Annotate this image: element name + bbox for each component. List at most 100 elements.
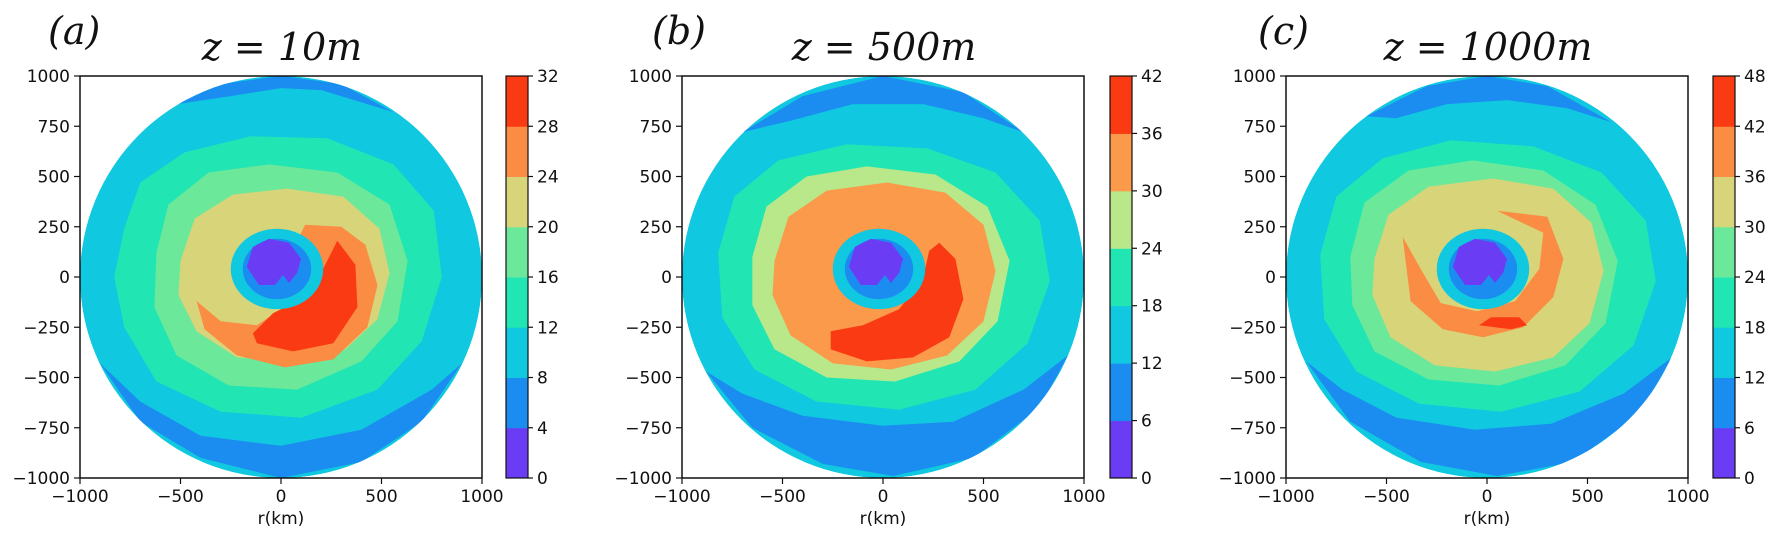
colorbar-tick-label: 32 <box>537 67 559 87</box>
contour-field <box>682 76 1084 478</box>
y-tick-label: 500 <box>38 168 70 188</box>
colorbar-tick-label: 48 <box>1744 67 1766 87</box>
contour-band-1 <box>742 76 1024 133</box>
panel-label: (b) <box>652 9 706 53</box>
colorbar-tick-label: 0 <box>1141 469 1152 489</box>
panel-a: −1000 −500 0 500 1000 1000 750 500 250 0 −250 −500 −… <box>12 9 558 529</box>
colorbar-tick-label: 24 <box>1141 239 1163 259</box>
colorbar-frame <box>1109 75 1133 479</box>
colorbar-tick-label: 24 <box>537 168 559 188</box>
y-tick-label: −500 <box>23 369 70 389</box>
contour-band-7 <box>1479 317 1528 330</box>
colorbar-tick-label: 28 <box>537 117 559 137</box>
colorbar-tick-label: 12 <box>537 318 559 338</box>
colorbar-tick-label: 16 <box>537 268 559 288</box>
y-tick-label: −1000 <box>12 469 70 489</box>
contour-band-10 <box>1452 238 1508 285</box>
y-tick-label: 1000 <box>1233 67 1276 87</box>
colorbar-segment <box>506 76 528 127</box>
x-tick-label: 500 <box>365 487 397 507</box>
colorbar-tick-label: 8 <box>537 369 548 389</box>
y-tick-label: −750 <box>1229 419 1276 439</box>
colorbar-segment <box>1110 190 1132 249</box>
x-tick-label: −500 <box>157 487 204 507</box>
colorbar-tick-label: 36 <box>1141 124 1163 144</box>
panel-label: (c) <box>1258 9 1309 53</box>
contour-field <box>1286 76 1688 478</box>
colorbar-tick-label: 18 <box>1141 297 1163 317</box>
x-tick-label: 500 <box>967 487 999 507</box>
y-tick-label: −250 <box>625 318 672 338</box>
colorbar-segment <box>506 327 528 378</box>
colorbar-tick-label: 24 <box>1744 268 1766 288</box>
x-tick-label: 0 <box>276 487 287 507</box>
x-tick-label: 1000 <box>1666 487 1709 507</box>
colorbar-segment <box>1713 277 1735 328</box>
contour-band-2 <box>1306 357 1672 476</box>
y-tick-label: 250 <box>38 218 70 238</box>
colorbar-tick-label: 6 <box>1141 412 1152 432</box>
y-tick-label: 250 <box>1244 218 1276 238</box>
y-tick-label: 500 <box>1244 168 1276 188</box>
contour-band-9 <box>848 238 904 285</box>
contour-band-1 <box>176 76 394 113</box>
y-tick-label: 0 <box>661 268 672 288</box>
colorbar-segment <box>1713 427 1735 479</box>
y-tick-label: −1000 <box>614 469 672 489</box>
panel-title: z = 10m <box>201 25 362 69</box>
colorbar-segment <box>506 226 528 278</box>
contour-band-10 <box>246 238 302 285</box>
colorbar-segment <box>1110 248 1132 307</box>
colorbar-tick-label: 6 <box>1744 419 1755 439</box>
y-tick-label: −250 <box>23 318 70 338</box>
colorbar-segment <box>506 377 528 429</box>
panel-label: (a) <box>48 9 100 53</box>
x-tick-label: 0 <box>1482 487 1493 507</box>
y-tick-label: 0 <box>59 268 70 288</box>
x-tick-label: 1000 <box>460 487 503 507</box>
y-tick-label: −750 <box>23 419 70 439</box>
colorbar-segment <box>506 176 528 228</box>
colorbar-segment <box>1713 176 1735 228</box>
colorbar-tick-label: 12 <box>1744 369 1766 389</box>
y-tick-label: 0 <box>1265 268 1276 288</box>
y-tick-label: −500 <box>625 369 672 389</box>
y-tick-label: 750 <box>1244 117 1276 137</box>
contour-band-6 <box>830 242 964 362</box>
contour-band-6 <box>1402 210 1564 338</box>
colorbar-tick-label: 4 <box>537 419 548 439</box>
x-tick-label: 500 <box>1571 487 1603 507</box>
colorbar-segment <box>1110 305 1132 364</box>
colorbar-segment <box>1110 420 1132 479</box>
colorbar-tick-label: 30 <box>1141 182 1163 202</box>
y-tick-label: 1000 <box>629 67 672 87</box>
panel-b: −1000 −500 0 500 1000 1000 750 500 250 0 −250 −500 −… <box>614 9 1162 529</box>
colorbar-tick-label: 30 <box>1744 218 1766 238</box>
y-tick-label: 750 <box>640 117 672 137</box>
colorbar-tick-label: 0 <box>1744 469 1755 489</box>
x-tick-label: 0 <box>878 487 889 507</box>
colorbar-segment <box>1713 226 1735 278</box>
x-tick-label: −500 <box>759 487 806 507</box>
panel-title: z = 1000m <box>1383 25 1593 69</box>
x-axis-label: r(km) <box>258 509 305 529</box>
colorbar-tick-label: 20 <box>537 218 559 238</box>
contour-band-1 <box>1366 76 1612 123</box>
colorbar-segment <box>506 427 528 479</box>
colorbar-segment <box>1713 76 1735 127</box>
colorbar-tick-label: 42 <box>1141 67 1163 87</box>
y-tick-label: 500 <box>640 168 672 188</box>
contour-band-2 <box>706 355 1068 476</box>
y-tick-label: 750 <box>38 117 70 137</box>
contour-band-2 <box>100 363 462 478</box>
colorbar-tick-label: 0 <box>537 469 548 489</box>
x-axis-label: r(km) <box>1464 509 1511 529</box>
x-tick-label: 1000 <box>1062 487 1105 507</box>
colorbar-segment <box>1713 126 1735 177</box>
colorbar-segment <box>506 126 528 177</box>
colorbar-segment <box>506 277 528 328</box>
y-tick-label: −750 <box>625 419 672 439</box>
colorbar-segment <box>1110 133 1132 192</box>
panel-title: z = 500m <box>791 25 977 69</box>
